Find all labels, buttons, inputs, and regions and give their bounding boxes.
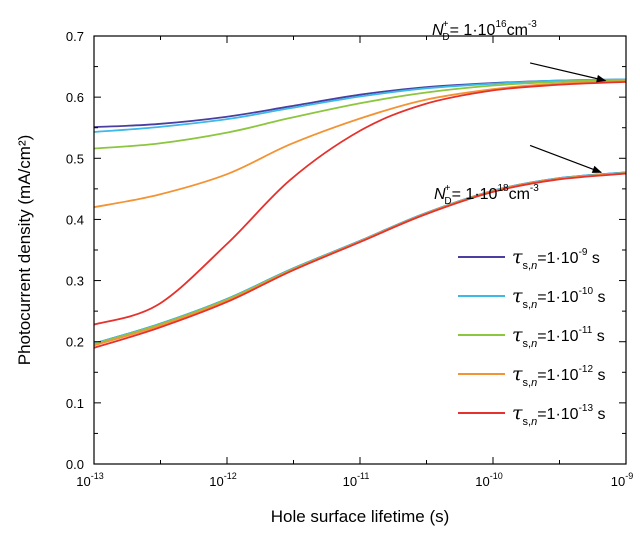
- y-axis-title: Photocurrent density (mA/cm²): [15, 135, 34, 366]
- legend-label: τs,n=1·10-12 s: [512, 363, 605, 389]
- axis-ticks: 10-13 10-12 10-11 10-10 10-9 0.0 0.1 0.2 0.3 0.4 0…: [66, 29, 633, 489]
- legend-label: τs,n=1·10-9 s: [512, 246, 600, 272]
- y-tick-label: 0.4: [66, 212, 84, 227]
- legend-label: τs,n=1·10-13 s: [512, 402, 605, 428]
- x-tick-label: 10-12: [209, 471, 236, 489]
- annotation-arrow-nd18: [529, 144, 603, 173]
- x-tick-label: 10-10: [475, 471, 502, 489]
- annotation-arrow-nd16: [529, 62, 607, 83]
- series-line-1: [94, 78, 626, 133]
- y-tick-label: 0.1: [66, 396, 84, 411]
- y-tick-label: 0.0: [66, 457, 84, 472]
- series-line-4: [94, 80, 626, 326]
- series-layer: [94, 78, 626, 349]
- annotations: N+ D= 1·1016cm-3 N+ D= 1·1018cm-3: [432, 19, 607, 207]
- y-tick-label: 0.2: [66, 335, 84, 350]
- annotation-nd16: N+ D= 1·1016cm-3: [432, 19, 537, 43]
- legend-label: τs,n=1·10-11 s: [512, 324, 605, 350]
- series-line-9: [94, 172, 626, 349]
- y-tick-label: 0.5: [66, 151, 84, 166]
- y-tick-label: 0.7: [66, 29, 84, 44]
- y-tick-label: 0.6: [66, 90, 84, 105]
- legend-label: τs,n=1·10-10 s: [512, 285, 605, 311]
- x-tick-label: 10-11: [343, 471, 370, 489]
- series-line-2: [94, 79, 626, 150]
- y-tick-label: 0.3: [66, 274, 84, 289]
- series-line-3: [94, 80, 626, 209]
- x-axis-title: Hole surface lifetime (s): [271, 507, 450, 526]
- annotation-nd18: N+ D= 1·1018cm-3: [434, 183, 539, 207]
- legend: τs,n=1·10-9 s τs,n=1·10-10 s τs,n=1·10-11 …: [458, 246, 605, 428]
- x-tick-label: 10-13: [76, 471, 103, 489]
- x-tick-label: 10-9: [611, 471, 633, 489]
